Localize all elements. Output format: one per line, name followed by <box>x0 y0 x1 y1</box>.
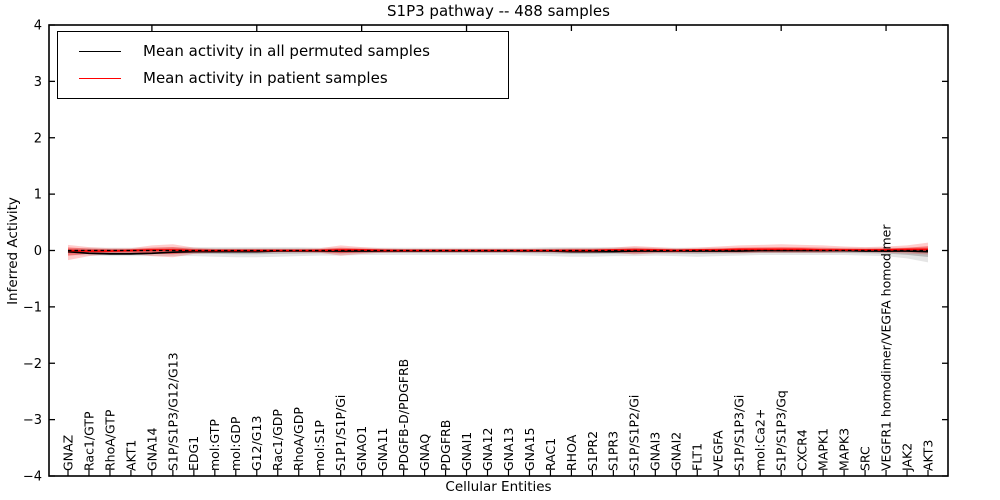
x-tick-label: RhoA/GTP <box>102 409 117 471</box>
y-tick-label: −2 <box>23 357 42 372</box>
y-tick-label: −4 <box>23 470 42 485</box>
x-tick-label: EDG1 <box>186 436 201 471</box>
legend-line-black <box>79 50 121 52</box>
x-tick-label: RHOA <box>564 434 579 471</box>
chart-title: S1P3 pathway -- 488 samples <box>387 2 610 20</box>
x-tick-label: S1PR3 <box>606 431 621 471</box>
x-axis-title: Cellular Entities <box>445 479 552 495</box>
x-tick-label: RhoA/GDP <box>291 407 306 471</box>
x-tick-label: S1P1/S1P/Gi <box>333 395 348 471</box>
x-tick-label: mol:S1P <box>312 420 327 471</box>
y-tick-label: 3 <box>34 75 42 90</box>
x-tick-label: GNAZ <box>60 435 75 471</box>
x-tick-label: GNAI3 <box>648 432 663 471</box>
legend-entry-permuted: Mean activity in all permuted samples <box>58 37 508 65</box>
x-tick-label: PDGFRB <box>438 420 453 471</box>
legend-label-patient: Mean activity in patient samples <box>143 69 388 87</box>
x-tick-label: GNA15 <box>522 428 537 472</box>
x-tick-label: GNAI2 <box>669 432 684 471</box>
y-axis-title: Inferred Activity <box>5 197 21 305</box>
y-tick-label: −3 <box>23 413 42 428</box>
x-tick-label: GNA13 <box>501 428 516 472</box>
x-tick-label: MAPK3 <box>836 428 851 471</box>
legend-box: Mean activity in all permuted samples Me… <box>57 31 509 99</box>
x-tick-label: GNAI1 <box>459 432 474 471</box>
legend-entry-patient: Mean activity in patient samples <box>58 64 508 92</box>
x-tick-label: AKT1 <box>123 440 138 471</box>
x-tick-label: mol:GDP <box>228 416 243 471</box>
x-tick-label: GNA12 <box>480 428 495 472</box>
x-tick-label: GNAO1 <box>354 426 369 471</box>
x-tick-label: G12/G13 <box>249 416 264 471</box>
x-tick-label: CXCR4 <box>795 429 810 471</box>
y-tick-label: 0 <box>34 244 42 259</box>
x-tick-label: S1P/S1P2/Gi <box>627 395 642 471</box>
legend-label-permuted: Mean activity in all permuted samples <box>143 42 430 60</box>
x-tick-label: mol:Ca2+ <box>753 409 768 471</box>
x-tick-label: GNA14 <box>144 427 159 471</box>
x-tick-label: MAPK1 <box>815 428 830 471</box>
y-tick-label: −1 <box>23 300 42 315</box>
y-tick-label: 1 <box>34 188 42 203</box>
x-tick-label: S1PR2 <box>585 431 600 471</box>
x-tick-label: S1P/S1P3/G12/G13 <box>165 352 180 471</box>
legend-line-red <box>79 77 121 79</box>
x-tick-label: mol:GTP <box>207 419 222 471</box>
x-tick-label: GNAQ <box>417 434 432 471</box>
x-tick-label: FLT1 <box>690 443 705 471</box>
x-tick-label: S1P/S1P3/Gq <box>774 390 789 471</box>
x-tick-label: VEGFA <box>711 430 726 471</box>
x-tick-label: AKT3 <box>920 440 935 471</box>
x-tick-label: VEGFR1 homodimer/VEGFA homodimer <box>878 224 893 471</box>
x-tick-label: RAC1 <box>543 438 558 471</box>
x-tick-label: JAK2 <box>899 443 914 472</box>
x-tick-label: GNA11 <box>375 428 390 472</box>
y-tick-label: 2 <box>34 131 42 146</box>
x-tick-label: Rac1/GTP <box>81 411 96 471</box>
x-tick-label: SRC <box>857 446 872 471</box>
y-tick-label: 4 <box>34 19 42 34</box>
x-tick-label: PDGFB-D/PDGFRB <box>396 359 411 471</box>
x-tick-label: S1P/S1P3/Gi <box>732 395 747 471</box>
x-tick-label: Rac1/GDP <box>270 409 285 471</box>
